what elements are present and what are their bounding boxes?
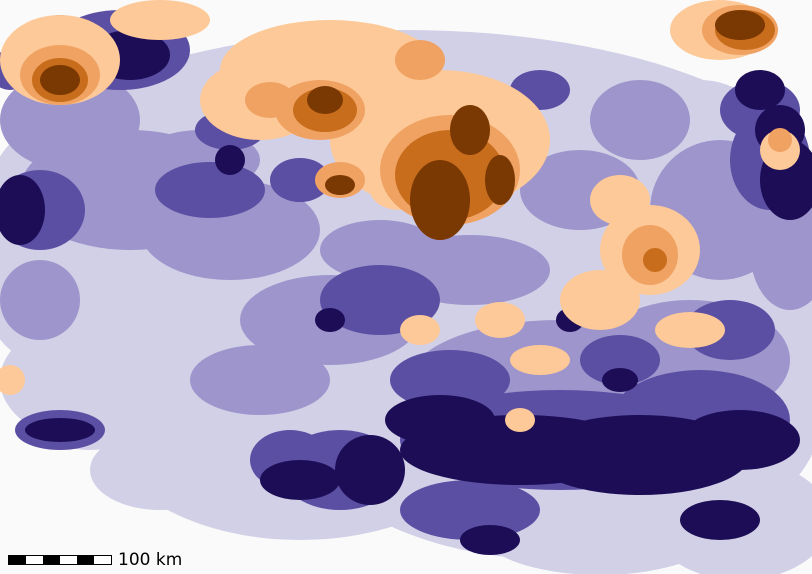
medium-high-cell bbox=[560, 270, 640, 330]
low-cell bbox=[580, 335, 660, 385]
medium-low-cell bbox=[190, 345, 330, 415]
scale-segment bbox=[60, 556, 77, 564]
highest-cell bbox=[715, 10, 765, 40]
high-cell bbox=[395, 40, 445, 80]
scale-segment bbox=[43, 556, 60, 564]
very-high-cell bbox=[643, 248, 667, 272]
neutral-cell bbox=[480, 485, 720, 574]
highest-cell bbox=[410, 160, 470, 240]
medium-high-cell bbox=[475, 302, 525, 338]
low-cell bbox=[270, 158, 330, 202]
very-low-cell bbox=[602, 368, 638, 392]
scale-bar: 100 km bbox=[8, 551, 182, 569]
map-layer-very-low bbox=[0, 15, 812, 555]
very-low-cell bbox=[680, 410, 800, 470]
medium-high-cell bbox=[400, 315, 440, 345]
scale-segment bbox=[94, 556, 111, 564]
highest-cell bbox=[325, 175, 355, 195]
scale-segment bbox=[26, 556, 43, 564]
very-low-cell bbox=[735, 70, 785, 110]
medium-low-cell bbox=[0, 260, 80, 340]
highest-cell bbox=[40, 65, 80, 95]
medium-high-cell bbox=[510, 345, 570, 375]
very-low-cell bbox=[25, 418, 95, 442]
scale-bar-label: 100 km bbox=[118, 550, 183, 570]
highest-cell bbox=[450, 105, 490, 155]
very-low-cell bbox=[335, 435, 405, 505]
low-cell bbox=[155, 162, 265, 218]
low-cell bbox=[390, 350, 510, 410]
medium-low-cell bbox=[750, 190, 812, 310]
medium-low-cell bbox=[320, 220, 440, 280]
very-low-cell bbox=[460, 525, 520, 555]
very-low-cell bbox=[315, 308, 345, 332]
neutral-cell bbox=[90, 430, 230, 510]
scale-segment bbox=[9, 556, 26, 564]
high-cell bbox=[768, 128, 792, 152]
scale-bar-segments bbox=[8, 555, 112, 565]
scale-segment bbox=[77, 556, 94, 564]
highest-cell bbox=[307, 86, 343, 114]
map-layer-highest bbox=[40, 10, 765, 240]
very-low-cell bbox=[215, 145, 245, 175]
low-cell bbox=[400, 480, 540, 540]
medium-high-cell bbox=[505, 408, 535, 432]
medium-high-cell bbox=[110, 0, 210, 40]
highest-cell bbox=[485, 155, 515, 205]
medium-high-cell bbox=[655, 312, 725, 348]
medium-high-cell bbox=[590, 175, 650, 225]
very-low-cell bbox=[385, 395, 495, 445]
medium-high-cell bbox=[0, 365, 25, 395]
very-low-cell bbox=[260, 460, 340, 500]
very-low-cell bbox=[0, 175, 45, 245]
medium-low-cell bbox=[590, 80, 690, 160]
high-cell bbox=[245, 82, 295, 118]
very-low-cell bbox=[680, 500, 760, 540]
